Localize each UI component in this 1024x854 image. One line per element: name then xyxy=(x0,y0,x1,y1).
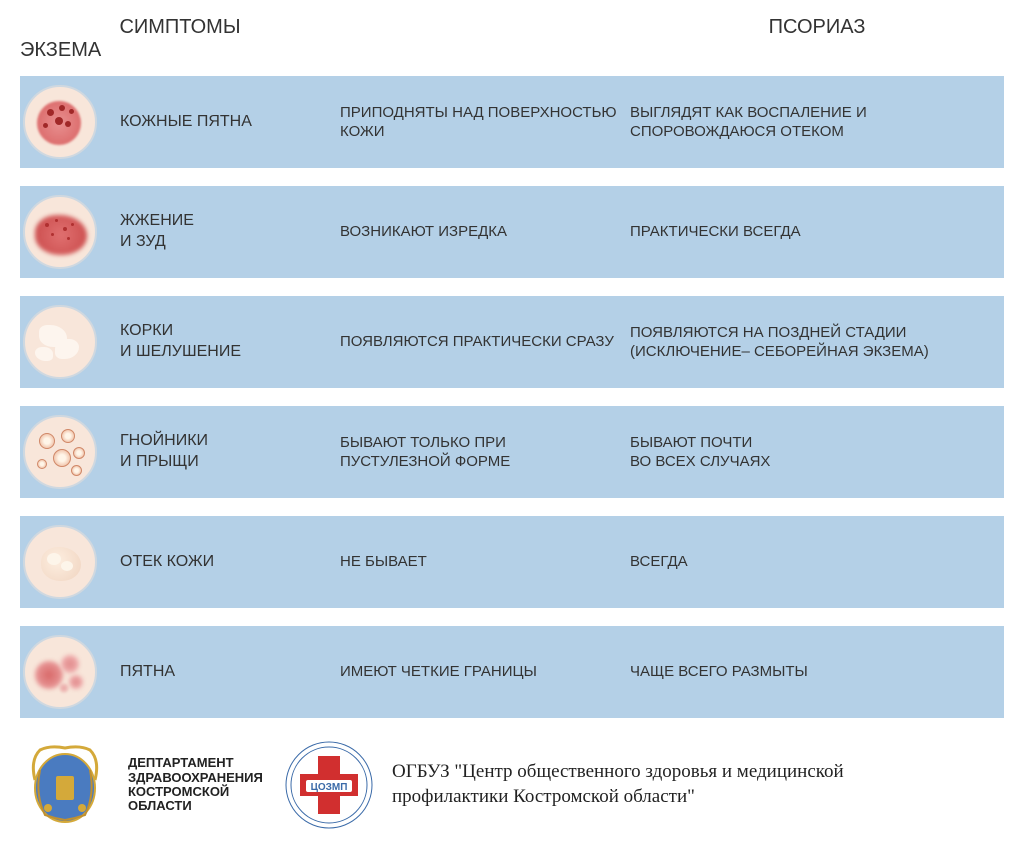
psoriasis-cell: БЫВАЮТ ТОЛЬКО ПРИ ПУСТУЛЕЗНОЙ ФОРМЕ xyxy=(340,433,630,472)
psoriasis-cell: ВОЗНИКАЮТ ИЗРЕДКА xyxy=(340,222,630,242)
symptom-label: ПЯТНА xyxy=(100,662,340,683)
symptom-icon-rash xyxy=(20,192,100,272)
cozmp-label-text: ЦОЗМП xyxy=(311,782,348,793)
comparison-table: СИМПТОМЫ ПСОРИАЗ ЭКЗЕМА КОЖНЫЕ ПЯТНА ПРИ… xyxy=(0,0,1024,830)
symptom-icon-swelling xyxy=(20,522,100,602)
table-row: ОТЕК КОЖИ НЕ БЫВАЕТ ВСЕГДА xyxy=(20,516,1004,608)
psoriasis-cell: НЕ БЫВАЕТ xyxy=(340,552,630,572)
table-row: КОРКИ И ШЕЛУШЕНИЕ ПОЯВЛЯЮТСЯ ПРАКТИЧЕСКИ… xyxy=(20,296,1004,388)
eczema-cell: БЫВАЮТ ПОЧТИ ВО ВСЕХ СЛУЧАЯХ xyxy=(630,433,1004,472)
table-header-row: СИМПТОМЫ ПСОРИАЗ ЭКЗЕМА xyxy=(20,0,1004,76)
department-label: ДЕПТАРТАМЕНТ ЗДРАВООХРАНЕНИЯ КОСТРОМСКОЙ… xyxy=(128,756,258,813)
eczema-cell: ВЫГЛЯДЯТ КАК ВОСПАЛЕНИЕ И СПОРОВОЖДАЮСЯ … xyxy=(630,103,1004,142)
header-symptoms: СИМПТОМЫ xyxy=(20,16,340,39)
table-row: КОЖНЫЕ ПЯТНА ПРИПОДНЯТЫ НАД ПОВЕРХНОСТЬЮ… xyxy=(20,76,1004,168)
ogbuz-label: ОГБУЗ "Центр общественного здоровья и ме… xyxy=(392,760,872,809)
header-psoriasis: ПСОРИАЗ xyxy=(630,16,1004,39)
eczema-cell: ЧАЩЕ ВСЕГО РАЗМЫТЫ xyxy=(630,662,1004,682)
cozmp-logo-icon: ЦОЗМП xyxy=(284,740,374,830)
symptom-icon-blurred-spots xyxy=(20,632,100,712)
symptom-label: ГНОЙНИКИ И ПРЫЩИ xyxy=(100,431,340,473)
table-row: ЖЖЕНИЕ И ЗУД ВОЗНИКАЮТ ИЗРЕДКА ПРАКТИЧЕС… xyxy=(20,186,1004,278)
table-row: ГНОЙНИКИ И ПРЫЩИ БЫВАЮТ ТОЛЬКО ПРИ ПУСТУ… xyxy=(20,406,1004,498)
symptom-icon-spots xyxy=(20,82,100,162)
symptom-label: КОЖНЫЕ ПЯТНА xyxy=(100,112,340,133)
eczema-cell: ПРАКТИЧЕСКИ ВСЕГДА xyxy=(630,222,1004,242)
kostroma-emblem-icon xyxy=(20,740,110,830)
footer: ДЕПТАРТАМЕНТ ЗДРАВООХРАНЕНИЯ КОСТРОМСКОЙ… xyxy=(20,736,1004,830)
symptom-label: КОРКИ И ШЕЛУШЕНИЕ xyxy=(100,321,340,363)
header-eczema: ЭКЗЕМА xyxy=(20,39,100,62)
symptom-icon-pustules xyxy=(20,412,100,492)
psoriasis-cell: ИМЕЮТ ЧЕТКИЕ ГРАНИЦЫ xyxy=(340,662,630,682)
eczema-cell: ВСЕГДА xyxy=(630,552,1004,572)
symptom-label: ЖЖЕНИЕ И ЗУД xyxy=(100,211,340,253)
symptom-label: ОТЕК КОЖИ xyxy=(100,552,340,573)
psoriasis-cell: ПРИПОДНЯТЫ НАД ПОВЕРХНОСТЬЮ КОЖИ xyxy=(340,103,630,142)
symptom-icon-flaking xyxy=(20,302,100,382)
psoriasis-cell: ПОЯВЛЯЮТСЯ ПРАКТИЧЕСКИ СРАЗУ xyxy=(340,332,630,352)
eczema-cell: ПОЯВЛЯЮТСЯ НА ПОЗДНЕЙ СТАДИИ (ИСКЛЮЧЕНИЕ… xyxy=(630,323,1004,362)
table-row: ПЯТНА ИМЕЮТ ЧЕТКИЕ ГРАНИЦЫ ЧАЩЕ ВСЕГО РА… xyxy=(20,626,1004,718)
